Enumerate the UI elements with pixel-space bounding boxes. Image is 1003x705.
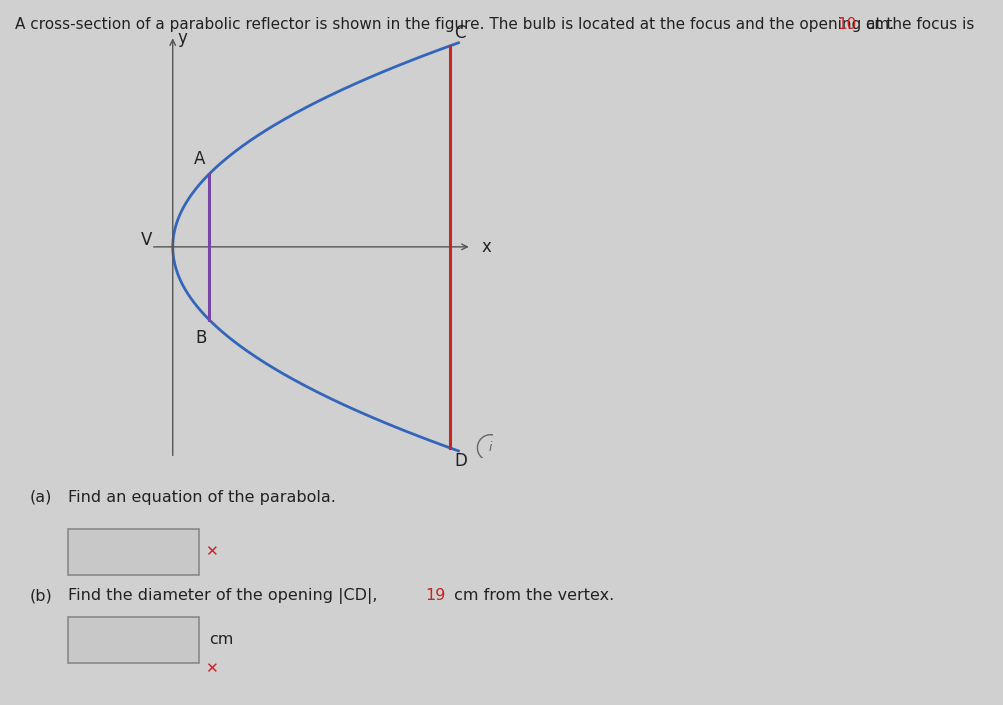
- Text: y: y: [177, 30, 187, 47]
- Text: 19: 19: [425, 588, 445, 603]
- Text: C: C: [453, 23, 465, 42]
- Text: cm from the vertex.: cm from the vertex.: [448, 588, 614, 603]
- Text: ✕: ✕: [205, 544, 218, 559]
- Text: (a): (a): [30, 489, 52, 505]
- Text: x: x: [481, 238, 491, 256]
- Text: V: V: [140, 231, 151, 249]
- Text: A: A: [194, 150, 205, 168]
- Text: cm.: cm.: [861, 17, 894, 32]
- Text: 10: 10: [837, 17, 856, 32]
- Text: ✕: ✕: [205, 661, 218, 676]
- Text: i: i: [488, 441, 491, 454]
- Text: D: D: [453, 452, 466, 470]
- Text: B: B: [195, 329, 206, 346]
- Text: (b): (b): [30, 588, 53, 603]
- Text: Find an equation of the parabola.: Find an equation of the parabola.: [68, 489, 336, 505]
- Text: A cross-section of a parabolic reflector is shown in the figure. The bulb is loc: A cross-section of a parabolic reflector…: [15, 17, 978, 32]
- Text: Find the diameter of the opening |CD|,: Find the diameter of the opening |CD|,: [68, 588, 382, 603]
- Text: cm: cm: [209, 632, 233, 647]
